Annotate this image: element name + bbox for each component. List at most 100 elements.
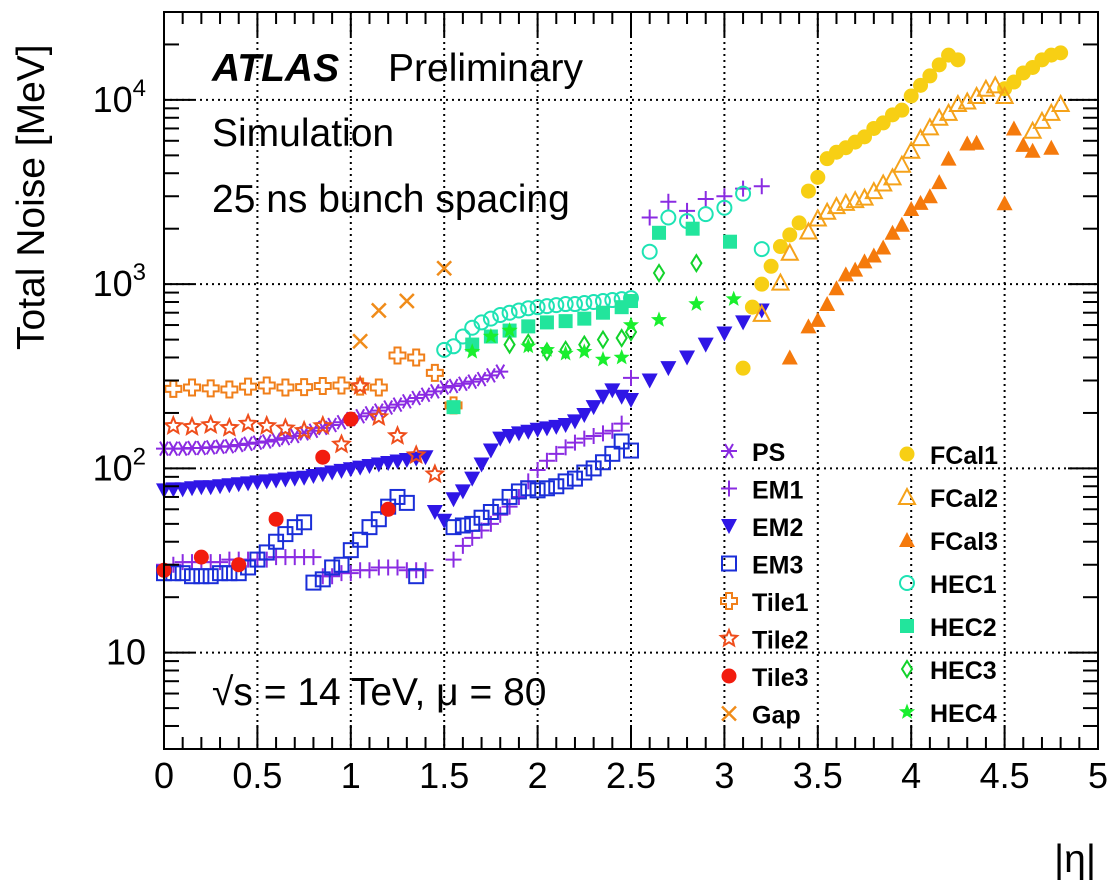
point-ps — [417, 387, 434, 403]
point-em1 — [342, 565, 359, 582]
point-tile1 — [313, 377, 332, 396]
point-ps — [464, 374, 481, 390]
point-gap — [352, 333, 369, 350]
point-tile2 — [386, 424, 409, 445]
point-tile2 — [162, 414, 184, 435]
y-tick-label: 104 — [93, 75, 146, 120]
point-gap — [436, 260, 453, 277]
point-fcal2 — [873, 173, 893, 192]
legend-label-em3: EM3 — [752, 552, 803, 580]
y-axis-label: Total Noise [MeV] — [10, 44, 53, 350]
point-tile2 — [200, 413, 222, 435]
point-em3 — [473, 509, 490, 526]
point-fcal2 — [985, 75, 1005, 94]
series-hec2 — [446, 221, 738, 415]
point-fcal3 — [865, 247, 882, 263]
point-em1 — [445, 551, 462, 568]
point-em1 — [679, 202, 696, 219]
point-em2 — [333, 463, 350, 479]
point-hec2 — [521, 319, 536, 334]
point-hec1 — [464, 319, 481, 336]
point-fcal2 — [994, 85, 1015, 105]
legend-item-em1: EM1 — [721, 477, 804, 505]
x-tick-label: 2 — [528, 755, 548, 796]
x-tick-label: 5 — [1088, 755, 1108, 796]
point-em2 — [604, 383, 621, 399]
point-em2 — [510, 426, 527, 442]
atlas-label: ATLAS — [211, 47, 339, 90]
point-em2 — [538, 421, 555, 437]
point-fcal3 — [875, 239, 892, 255]
point-em3 — [221, 565, 238, 582]
point-fcal3 — [1005, 120, 1022, 136]
point-em1 — [324, 568, 341, 585]
point-em1 — [454, 537, 471, 554]
point-fcal1 — [1006, 74, 1022, 90]
point-fcal3 — [940, 150, 957, 166]
point-em2 — [623, 393, 639, 409]
point-ps — [492, 364, 509, 380]
point-fcal1 — [735, 360, 751, 376]
point-fcal3 — [1024, 142, 1041, 158]
point-em2 — [697, 337, 714, 353]
point-em3 — [370, 511, 387, 528]
point-hec1 — [529, 299, 546, 316]
point-fcal1 — [903, 88, 919, 104]
legend-marker-fcal1 — [899, 446, 915, 462]
point-em2 — [482, 443, 499, 459]
x-tick-label: 1 — [341, 755, 361, 796]
point-tile3 — [343, 411, 359, 427]
point-em1 — [389, 559, 406, 576]
point-fcal3 — [809, 311, 826, 327]
legend-marker-hec4 — [898, 703, 916, 719]
point-fcal1 — [931, 57, 947, 73]
point-em2 — [426, 504, 443, 520]
point-fcal3 — [884, 224, 901, 240]
point-em2 — [716, 326, 733, 342]
point-hec2 — [577, 311, 592, 326]
point-fcal1 — [894, 102, 910, 118]
point-em3 — [538, 480, 555, 497]
preliminary-label: Preliminary — [388, 47, 584, 90]
point-ps — [482, 367, 499, 383]
x-axis-label: |η| — [1054, 838, 1096, 881]
point-ps — [454, 376, 471, 392]
legend-item-hec1: HEC1 — [899, 571, 997, 599]
point-em2 — [342, 462, 359, 478]
point-hec1 — [660, 209, 677, 226]
point-hec2 — [624, 294, 638, 309]
point-em1 — [510, 488, 527, 505]
point-ps — [436, 379, 453, 395]
point-tile3 — [268, 511, 284, 527]
point-tile1 — [257, 376, 276, 395]
point-tile1 — [369, 378, 388, 397]
legend-label-em2: EM2 — [752, 514, 803, 542]
legend-marker-hec1 — [899, 575, 915, 591]
point-hec4 — [464, 343, 481, 359]
point-hec1 — [557, 296, 574, 313]
legend-label-tile2: Tile2 — [752, 627, 809, 655]
point-em3 — [548, 478, 565, 495]
point-hec1 — [538, 298, 555, 315]
point-tile1 — [332, 376, 351, 395]
x-tick-label: 4 — [901, 755, 921, 796]
point-em3 — [389, 488, 406, 505]
point-em1 — [557, 439, 574, 456]
point-fcal3 — [921, 188, 938, 204]
point-hec3 — [522, 333, 535, 353]
point-em3 — [184, 568, 201, 585]
point-hec1 — [492, 307, 509, 324]
legend-marker-tile2 — [718, 627, 740, 648]
point-fcal1 — [1053, 45, 1069, 61]
point-tile2 — [405, 444, 427, 465]
legend-item-tile1: Tile1 — [720, 589, 809, 617]
point-hec4 — [613, 349, 630, 365]
legend-marker-tile1 — [720, 592, 738, 610]
point-em2 — [492, 431, 509, 447]
point-hec4 — [688, 295, 705, 311]
point-hec4 — [520, 337, 537, 354]
point-em1 — [604, 422, 621, 439]
point-tile3 — [231, 557, 247, 573]
point-tile2 — [330, 433, 352, 454]
point-ps — [445, 378, 462, 394]
